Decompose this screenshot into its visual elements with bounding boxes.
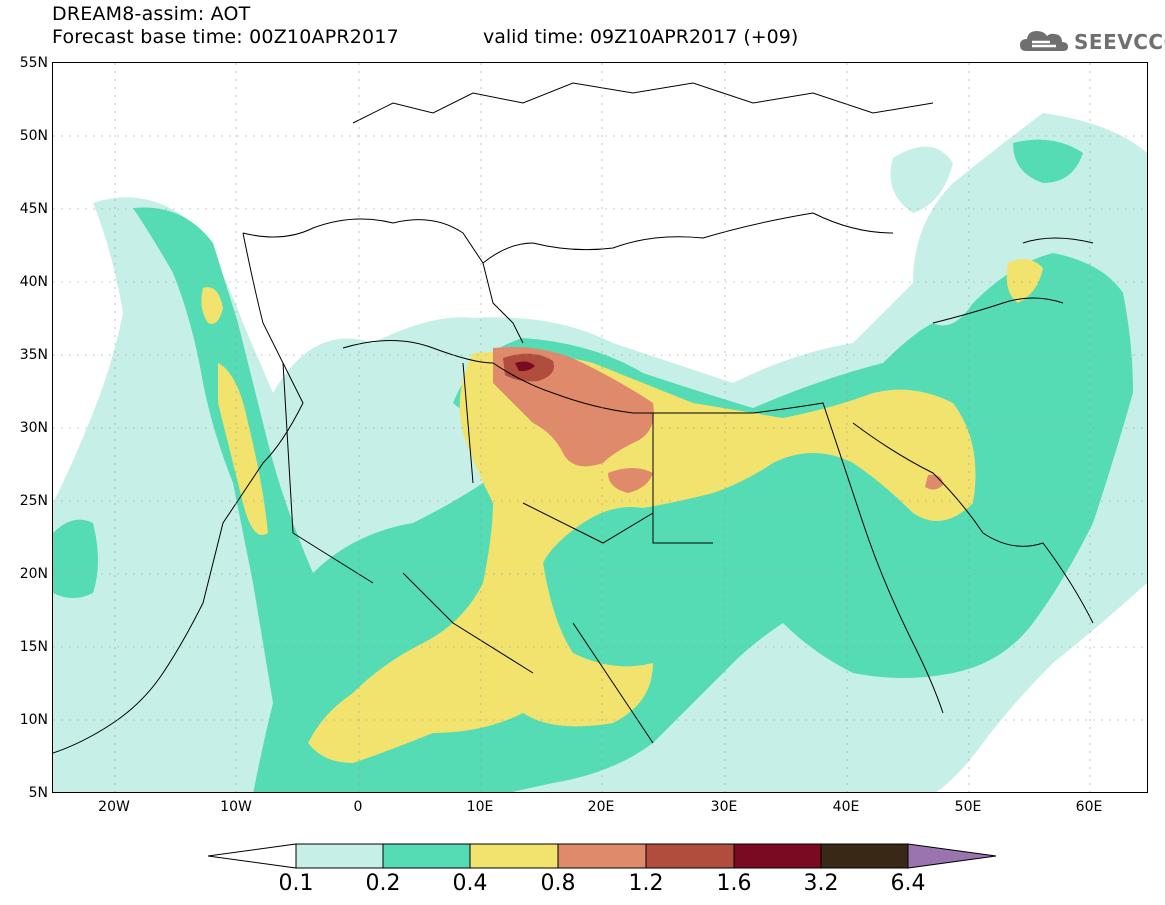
colorbar-label-0.4: 0.4: [452, 871, 488, 896]
logo-text: SEEVCCC: [1074, 30, 1165, 54]
colorbar-label-3.2: 3.2: [803, 871, 839, 896]
lon-label-40e: 40E: [832, 799, 860, 815]
seevccc-logo: SEEVCCC: [1018, 25, 1165, 57]
chart-title: DREAM8-assim: AOT: [52, 3, 251, 25]
lat-label-40n: 40N: [19, 274, 48, 290]
lon-label-60e: 60E: [1075, 799, 1103, 815]
valid-time: valid time: 09Z10APR2017 (+09): [483, 26, 799, 48]
lat-label-10n: 10N: [19, 712, 48, 728]
colorbar-label-0.8: 0.8: [540, 871, 576, 896]
coastlines: [53, 82, 1094, 754]
colorbar-bin-0.1: [295, 843, 384, 869]
colorbar-label-0.1: 0.1: [278, 871, 314, 896]
lon-label-20w: 20W: [98, 799, 130, 815]
cloud-logo-icon: [1020, 31, 1068, 51]
lat-label-15n: 15N: [19, 639, 48, 655]
lat-label-55n: 55N: [19, 55, 48, 71]
aot-map: [52, 62, 1148, 793]
lat-label-5n: 5N: [28, 785, 48, 801]
colorbar-bin-0.4: [469, 843, 559, 869]
lon-label-50e: 50E: [954, 799, 982, 815]
colorbar-bin-1.6: [733, 843, 822, 869]
colorbar-label-6.4: 6.4: [890, 871, 926, 896]
lat-label-30n: 30N: [19, 420, 48, 436]
aot-colorbar: [207, 843, 997, 869]
map-svg: [53, 63, 1147, 792]
forecast-base-time: Forecast base time: 00Z10APR2017: [52, 26, 399, 48]
colorbar-label-0.2: 0.2: [365, 871, 401, 896]
lon-label-20e: 20E: [587, 799, 615, 815]
colorbar-under-arrow: [207, 843, 297, 869]
colorbar-bin-3.2: [820, 843, 909, 869]
lon-label-30e: 30E: [710, 799, 738, 815]
lon-label-10e: 10E: [466, 799, 494, 815]
colorbar-over-arrow: [907, 843, 997, 869]
colorbar-bin-1.2: [645, 843, 735, 869]
lat-label-35n: 35N: [19, 347, 48, 363]
aot-0.4-contour: [201, 259, 1043, 763]
lat-label-50n: 50N: [19, 128, 48, 144]
aot-1.6-contour: [515, 361, 535, 372]
lat-label-20n: 20N: [19, 566, 48, 582]
gridlines: [53, 63, 1147, 792]
colorbar-label-1.2: 1.2: [628, 871, 664, 896]
colorbar-label-1.6: 1.6: [716, 871, 752, 896]
lat-label-25n: 25N: [19, 493, 48, 509]
colorbar-bin-0.8: [557, 843, 647, 869]
lat-label-45n: 45N: [19, 201, 48, 217]
colorbar-bin-0.2: [382, 843, 471, 869]
lon-label-0: 0: [353, 799, 363, 815]
lon-label-10w: 10W: [220, 799, 252, 815]
